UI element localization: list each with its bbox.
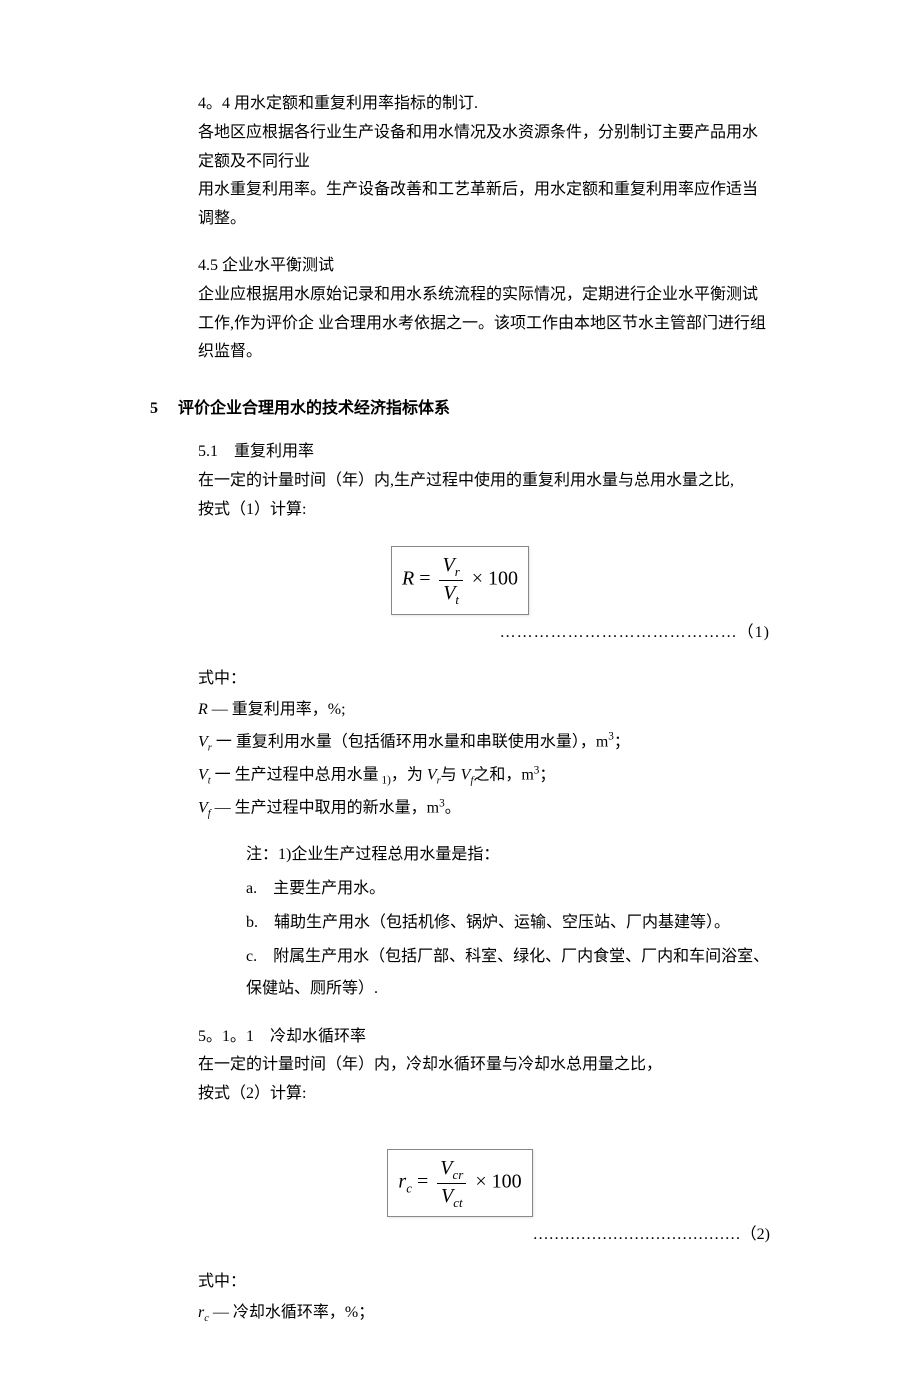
formula-1-num-sub: r — [455, 564, 460, 579]
footnote-marker: 1) — [379, 775, 391, 787]
note-header: 注：1)企业生产过程总用水量是指： — [246, 839, 770, 871]
defs-1-Vt-text-a: 一 生产过程中总用水量 — [211, 767, 379, 784]
section-5-1-1: 5。1。1 冷却水循环率 在一定的计量时间（年）内，冷却水循环量与冷却水总用量之… — [198, 1023, 770, 1109]
defs-2: 式中： rc — 冷却水循环率，%； — [198, 1268, 770, 1329]
defs-1-Vr: Vr 一 重复利用水量（包括循环用水量和串联使用水量），m3； — [198, 727, 770, 758]
section-5-1: 5.1 重复利用率 在一定的计量时间（年）内,生产过程中使用的重复利用水量与总用… — [198, 438, 770, 524]
formula-2-den-var: V — [441, 1185, 453, 1207]
defs-1-Vt-text-b: ，为 — [391, 767, 427, 784]
section-4-4: 4。4 用水定额和重复利用率指标的制订. 各地区应根据各行业生产设备和用水情况及… — [198, 90, 770, 234]
formula-2-wrap: rc = VcrVct × 100 — [150, 1149, 770, 1217]
defs-1-Vt-suffix: ； — [539, 767, 555, 784]
section-5-1-1-title: 5。1。1 冷却水循环率 — [198, 1023, 770, 1052]
section-4-4-line2: 用水重复利用率。生产设备改善和工艺革新后，用水定额和重复利用率应作适当调整。 — [198, 176, 770, 234]
defs-1-R-text: — 重复利用率，%; — [208, 701, 346, 718]
note-block: 注：1)企业生产过程总用水量是指： a. 主要生产用水。 b. 辅助生产用水（包… — [246, 839, 770, 1005]
formula-1-num-var: V — [442, 554, 454, 576]
var-Vr2-v: V — [427, 767, 437, 784]
var-Vt-v: V — [198, 767, 208, 784]
defs-2-rc: rc — 冷却水循环率，%； — [198, 1299, 770, 1329]
defs-1-Vf-suffix: 。 — [445, 800, 461, 817]
formula-2-num-sub: cr — [452, 1167, 463, 1182]
formula-1-wrap: R = VrVt × 100 — [150, 546, 770, 614]
formula-1-box: R = VrVt × 100 — [391, 546, 529, 614]
formula-1-den-sub: t — [455, 592, 459, 607]
section-5-1-title: 5.1 重复利用率 — [198, 438, 770, 467]
section-5-1-body: 在一定的计量时间（年）内,生产过程中使用的重复利用水量与总用水量之比, — [198, 467, 770, 496]
formula-1-lhs: R — [402, 568, 414, 590]
var-R: R — [198, 701, 208, 718]
formula-1-ref: ……………………………………（1) — [198, 619, 770, 648]
defs-2-rc-text: — 冷却水循环率，%； — [209, 1304, 374, 1321]
section-5-number: 5 — [150, 395, 174, 424]
section-5-title: 评价企业合理用水的技术经济指标体系 — [178, 400, 450, 417]
defs-1-Vt-text-c: 之和，m — [473, 767, 533, 784]
defs-1-Vt-mid: 与 — [441, 767, 461, 784]
section-5-1-calc: 按式（1）计算: — [198, 496, 770, 525]
formula-2-fraction: VcrVct — [437, 1156, 466, 1210]
var-Vr-v: V — [198, 733, 208, 750]
defs-2-header: 式中： — [198, 1268, 770, 1297]
defs-1-Vt: Vt 一 生产过程中总用水量 1)，为 Vr与 Vf之和，m3； — [198, 760, 770, 791]
formula-2-ref: …………………………………（2) — [198, 1221, 770, 1250]
formula-2-num-var: V — [440, 1157, 452, 1179]
defs-1-R: R — 重复利用率，%; — [198, 696, 770, 725]
defs-1-Vr-suffix: ； — [614, 733, 630, 750]
defs-1-header: 式中： — [198, 665, 770, 694]
defs-1-Vf: Vf — 生产过程中取用的新水量，m3。 — [198, 793, 770, 824]
section-4-5: 4.5 企业水平衡测试 企业应根据用水原始记录和用水系统流程的实际情况，定期进行… — [198, 252, 770, 367]
formula-2-eq: = — [412, 1171, 433, 1193]
section-4-5-title: 4.5 企业水平衡测试 — [198, 252, 770, 281]
section-5-1-1-calc: 按式（2）计算: — [198, 1080, 770, 1109]
formula-1-fraction: VrVt — [439, 553, 462, 607]
formula-1-eq: = — [414, 568, 435, 590]
defs-1-Vf-text: — 生产过程中取用的新水量，m — [211, 800, 439, 817]
defs-1: 式中： R — 重复利用率，%; Vr 一 重复利用水量（包括循环用水量和串联使… — [198, 665, 770, 824]
section-4-4-line1: 各地区应根据各行业生产设备和用水情况及水资源条件，分别制订主要产品用水定额及不同… — [198, 119, 770, 177]
note-c: c. 附属生产用水（包括厂部、科室、绿化、厂内食堂、厂内和车间浴室、保健站、厕所… — [246, 941, 770, 1005]
formula-2-box: rc = VcrVct × 100 — [387, 1149, 532, 1217]
formula-2-den-sub: ct — [453, 1195, 462, 1210]
formula-1-mul: × 100 — [467, 568, 518, 590]
section-4-4-title: 4。4 用水定额和重复利用率指标的制订. — [198, 90, 770, 119]
section-5-header: 5 评价企业合理用水的技术经济指标体系 — [150, 395, 770, 424]
formula-1-den-var: V — [443, 582, 455, 604]
var-Vf-v: V — [198, 800, 208, 817]
formula-2-mul: × 100 — [470, 1171, 521, 1193]
section-4-5-body: 企业应根据用水原始记录和用水系统流程的实际情况，定期进行企业水平衡测试工作,作为… — [198, 281, 770, 367]
section-5-1-1-body: 在一定的计量时间（年）内，冷却水循环量与冷却水总用量之比， — [198, 1051, 770, 1080]
var-Vf2-v: V — [461, 767, 471, 784]
note-b: b. 辅助生产用水（包括机修、锅炉、运输、空压站、厂内基建等）。 — [246, 907, 770, 939]
defs-1-Vr-text: 一 重复利用水量（包括循环用水量和串联使用水量），m — [212, 733, 608, 750]
note-a: a. 主要生产用水。 — [246, 873, 770, 905]
